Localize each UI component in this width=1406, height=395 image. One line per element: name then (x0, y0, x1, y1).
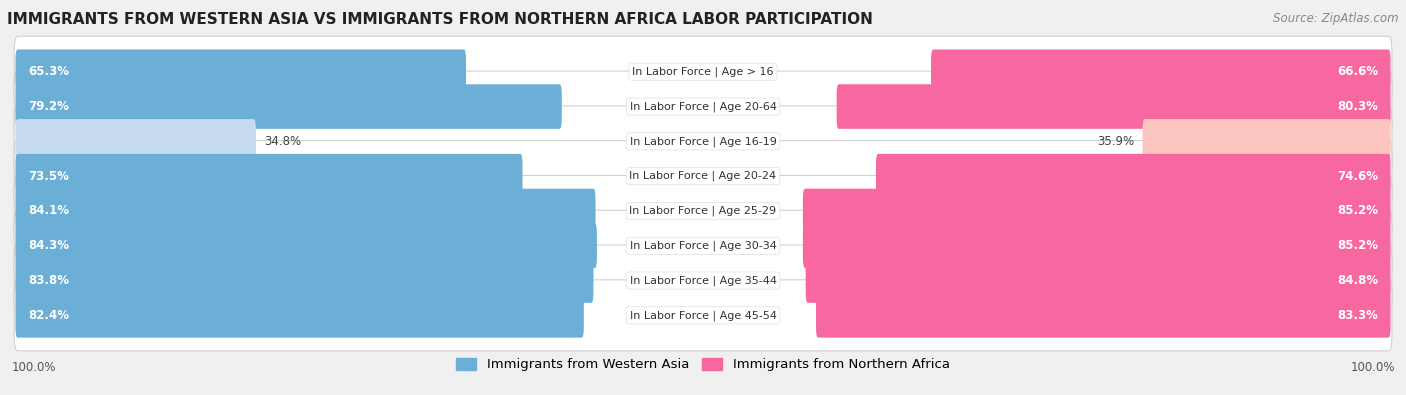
FancyBboxPatch shape (14, 106, 1392, 177)
Text: 74.6%: 74.6% (1337, 169, 1378, 182)
FancyBboxPatch shape (14, 175, 1392, 246)
Text: 84.3%: 84.3% (28, 239, 69, 252)
Text: 73.5%: 73.5% (28, 169, 69, 182)
FancyBboxPatch shape (15, 119, 256, 164)
FancyBboxPatch shape (803, 189, 1391, 233)
FancyBboxPatch shape (14, 245, 1392, 316)
Text: In Labor Force | Age 35-44: In Labor Force | Age 35-44 (630, 275, 776, 286)
Text: In Labor Force | Age 16-19: In Labor Force | Age 16-19 (630, 136, 776, 147)
Text: 100.0%: 100.0% (11, 361, 56, 374)
FancyBboxPatch shape (806, 258, 1391, 303)
Text: 82.4%: 82.4% (28, 309, 69, 322)
FancyBboxPatch shape (15, 258, 593, 303)
FancyBboxPatch shape (931, 49, 1391, 94)
Text: 65.3%: 65.3% (28, 65, 69, 78)
FancyBboxPatch shape (15, 84, 562, 129)
FancyBboxPatch shape (815, 293, 1391, 338)
Text: In Labor Force | Age 20-64: In Labor Force | Age 20-64 (630, 101, 776, 112)
FancyBboxPatch shape (14, 36, 1392, 107)
FancyBboxPatch shape (15, 49, 465, 94)
FancyBboxPatch shape (876, 154, 1391, 198)
FancyBboxPatch shape (14, 71, 1392, 142)
Text: 80.3%: 80.3% (1337, 100, 1378, 113)
Text: 100.0%: 100.0% (1350, 361, 1395, 374)
Text: IMMIGRANTS FROM WESTERN ASIA VS IMMIGRANTS FROM NORTHERN AFRICA LABOR PARTICIPAT: IMMIGRANTS FROM WESTERN ASIA VS IMMIGRAN… (7, 12, 873, 27)
FancyBboxPatch shape (837, 84, 1391, 129)
FancyBboxPatch shape (14, 210, 1392, 281)
Text: 85.2%: 85.2% (1337, 239, 1378, 252)
FancyBboxPatch shape (15, 189, 596, 233)
Text: 83.3%: 83.3% (1337, 309, 1378, 322)
Text: 66.6%: 66.6% (1337, 65, 1378, 78)
FancyBboxPatch shape (803, 224, 1391, 268)
Text: 83.8%: 83.8% (28, 274, 69, 287)
FancyBboxPatch shape (15, 293, 583, 338)
Legend: Immigrants from Western Asia, Immigrants from Northern Africa: Immigrants from Western Asia, Immigrants… (451, 353, 955, 376)
Text: In Labor Force | Age > 16: In Labor Force | Age > 16 (633, 66, 773, 77)
Text: In Labor Force | Age 20-24: In Labor Force | Age 20-24 (630, 171, 776, 181)
FancyBboxPatch shape (14, 141, 1392, 212)
Text: 84.1%: 84.1% (28, 205, 69, 218)
Text: In Labor Force | Age 30-34: In Labor Force | Age 30-34 (630, 241, 776, 251)
FancyBboxPatch shape (1143, 119, 1391, 164)
FancyBboxPatch shape (15, 154, 523, 198)
Text: 84.8%: 84.8% (1337, 274, 1378, 287)
Text: 85.2%: 85.2% (1337, 205, 1378, 218)
FancyBboxPatch shape (14, 280, 1392, 351)
Text: In Labor Force | Age 25-29: In Labor Force | Age 25-29 (630, 206, 776, 216)
Text: In Labor Force | Age 45-54: In Labor Force | Age 45-54 (630, 310, 776, 321)
Text: Source: ZipAtlas.com: Source: ZipAtlas.com (1274, 12, 1399, 25)
FancyBboxPatch shape (15, 224, 598, 268)
Text: 79.2%: 79.2% (28, 100, 69, 113)
Text: 35.9%: 35.9% (1097, 135, 1135, 148)
Text: 34.8%: 34.8% (264, 135, 301, 148)
